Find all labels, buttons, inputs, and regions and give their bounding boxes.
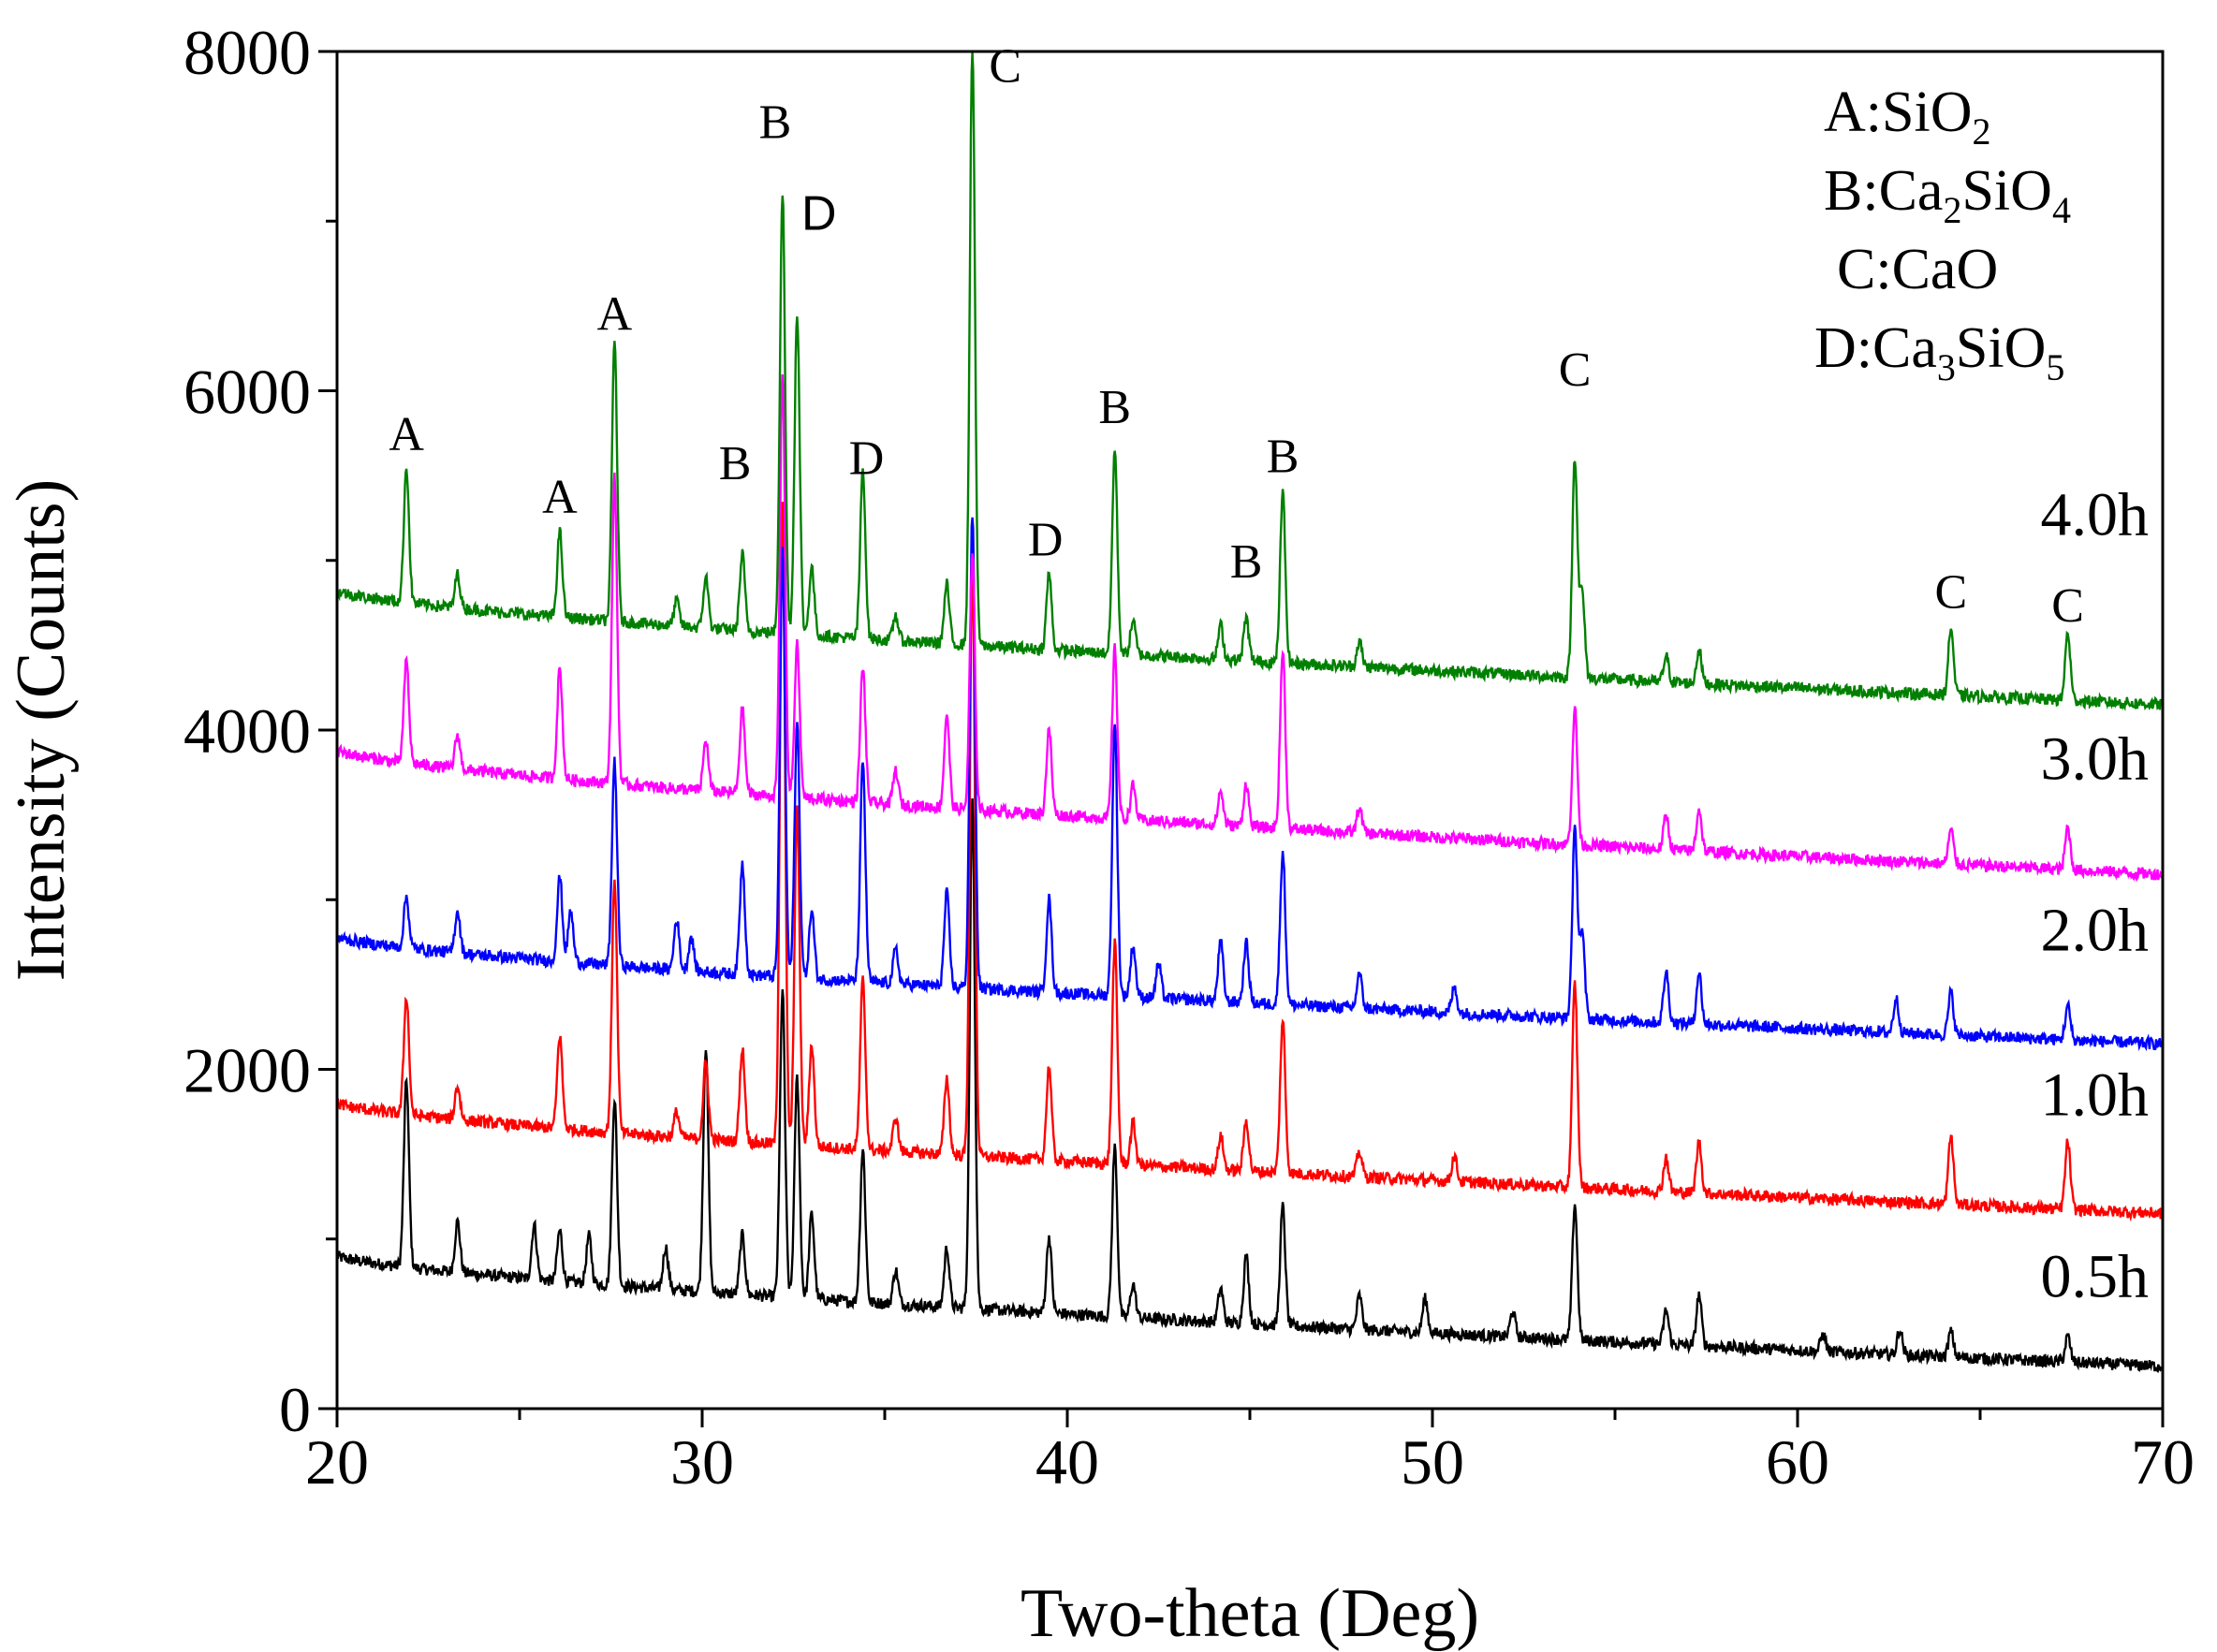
y-tick-label: 6000 (184, 357, 311, 428)
series-label-2.0h: 2.0h (2041, 897, 2150, 965)
series-label-3.0h: 3.0h (2041, 725, 2150, 794)
peak-label-C: C (1934, 566, 1967, 620)
peak-label-C: C (2051, 579, 2084, 633)
x-tick-label: 50 (1401, 1426, 1464, 1498)
series-label-4.0h: 4.0h (2041, 481, 2150, 549)
peak-label-A: A (389, 408, 424, 461)
series-labels: 4.0h 3.0h 2.0h 1.0h 0.5h (2041, 481, 2150, 1311)
peak-label-B: B (1267, 431, 1299, 484)
peak-label-A: A (597, 287, 633, 341)
x-tick-label: 20 (305, 1426, 369, 1498)
series-layer (335, 51, 2165, 1374)
peak-label-C: C (1559, 344, 1592, 397)
series-line-2.0h (335, 517, 2165, 1052)
y-tick-label: 8000 (184, 17, 311, 88)
series-line-3.0h (335, 374, 2165, 883)
y-axis-title: Intensity (Counts) (3, 479, 80, 981)
x-tick-label: 70 (2131, 1426, 2195, 1498)
x-axis-title: Two-theta (Deg) (1020, 1575, 1479, 1652)
series-line-4.0h (335, 51, 2165, 711)
peak-label-B: B (1230, 535, 1263, 589)
x-axis: 20 30 40 50 60 70 (305, 1409, 2195, 1498)
peak-label-B: B (719, 437, 752, 490)
y-axis: 0 2000 4000 6000 8000 (184, 17, 337, 1445)
peak-label-D: D (801, 186, 837, 241)
peak-label-D: D (849, 431, 885, 485)
y-tick-label: 2000 (184, 1035, 311, 1106)
peak-label-C: C (989, 40, 1021, 94)
y-tick-label: 0 (279, 1374, 311, 1445)
legend-entry-C: C:CaO (1837, 238, 1998, 301)
series-label-0.5h: 0.5h (2041, 1242, 2150, 1310)
y-tick-label: 4000 (184, 695, 311, 767)
peak-label-B: B (1098, 381, 1131, 434)
legend-entry-A: A:SiO2 (1824, 80, 1990, 153)
legend-entry-D: D:Ca3SiO5 (1814, 316, 2064, 388)
series-line-1.0h (335, 502, 2165, 1222)
x-tick-label: 30 (670, 1426, 734, 1498)
peak-label-D: D (1028, 513, 1064, 566)
legend-entry-B: B:Ca2SiO4 (1824, 159, 2071, 231)
peak-label-A: A (542, 471, 578, 524)
x-tick-label: 40 (1035, 1426, 1099, 1498)
series-label-1.0h: 1.0h (2041, 1060, 2150, 1129)
series-line-0.5h (335, 797, 2165, 1374)
peak-label-B: B (759, 95, 792, 149)
x-tick-label: 60 (1766, 1426, 1829, 1498)
